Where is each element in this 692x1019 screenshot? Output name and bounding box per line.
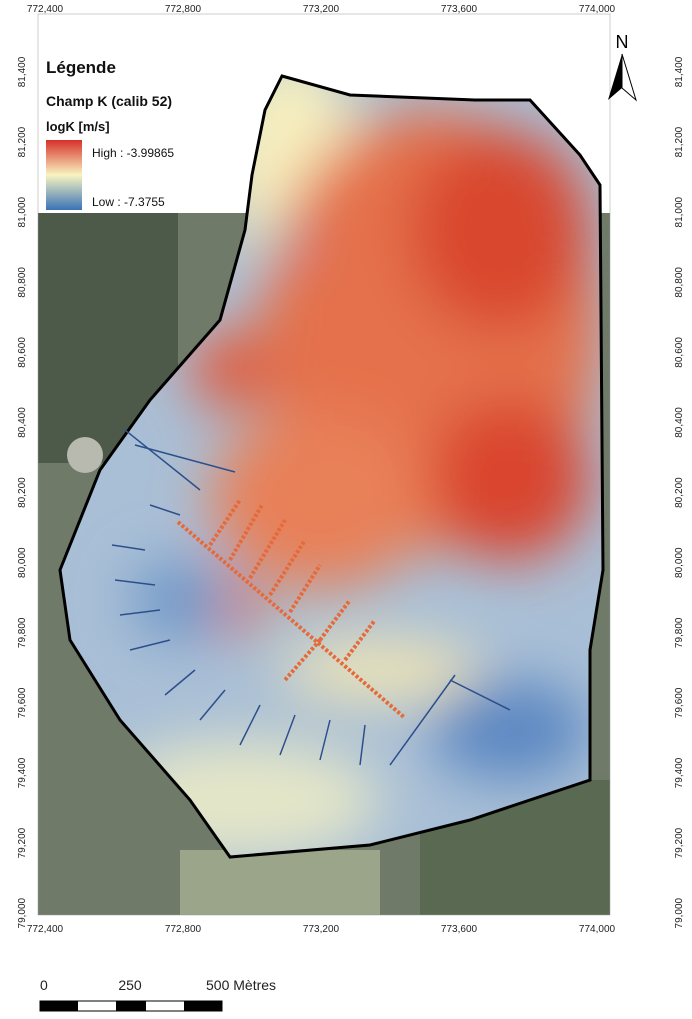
page: 772,400 772,400 772,800 772,800 773,200 773,2… <box>0 0 692 1019</box>
y-tick-label: 79,600 <box>674 687 685 718</box>
y-tick-label: 80,400 <box>674 407 685 438</box>
x-tick-label: 773,600 <box>441 924 478 935</box>
y-tick-label: 79,400 <box>17 757 28 788</box>
x-tick-label: 772,800 <box>165 4 202 15</box>
north-arrow-right <box>622 54 636 100</box>
x-tick-label: 772,400 <box>27 924 64 935</box>
scale-label: 250 <box>118 977 142 993</box>
y-tick-label: 80,200 <box>674 477 685 508</box>
legend-title: Légende <box>46 58 116 77</box>
legend-low: Low : -7.3755 <box>92 195 165 209</box>
y-tick-label: 80,000 <box>674 547 685 578</box>
y-tick-label: 80,600 <box>17 337 28 368</box>
y-tick-label: 80,000 <box>17 547 28 578</box>
y-tick-label: 80,800 <box>17 267 28 298</box>
x-tick-label: 773,600 <box>441 4 478 15</box>
y-tick-label: 79,800 <box>17 617 28 648</box>
y-tick-label: 81,400 <box>674 56 685 87</box>
y-tick-label: 81,200 <box>17 126 28 157</box>
legend-field: logK [m/s] <box>46 119 110 134</box>
x-tick-label: 774,000 <box>579 4 616 15</box>
y-tick-label: 79,000 <box>674 897 685 928</box>
scale-label: 0 <box>40 977 48 993</box>
y-tick-label: 79,800 <box>674 617 685 648</box>
legend-layer: Champ K (calib 52) <box>46 93 172 109</box>
y-tick-label: 80,800 <box>674 267 685 298</box>
y-tick-label: 79,200 <box>674 827 685 858</box>
y-tick-label: 80,200 <box>17 477 28 508</box>
y-tick-label: 81,000 <box>674 196 685 227</box>
y-tick-label: 81,200 <box>674 126 685 157</box>
x-tick-label: 772,400 <box>27 4 64 15</box>
scale-label: 500 Mètres <box>206 977 276 993</box>
x-tick-label: 774,000 <box>579 924 616 935</box>
y-tick-label: 81,400 <box>17 56 28 87</box>
legend-ramp <box>46 140 82 210</box>
y-tick-label: 79,200 <box>17 827 28 858</box>
y-tick-label: 80,600 <box>674 337 685 368</box>
north-label: N <box>616 32 629 52</box>
legend-high: High : -3.99865 <box>92 146 174 160</box>
y-tick-label: 81,000 <box>17 196 28 227</box>
map: 772,400 772,400 772,800 772,800 773,200 773,2… <box>0 0 692 1019</box>
y-tick-label: 80,400 <box>17 407 28 438</box>
x-tick-label: 773,200 <box>303 924 340 935</box>
y-tick-label: 79,000 <box>17 897 28 928</box>
scale-bar <box>40 1001 222 1011</box>
y-tick-label: 79,400 <box>674 757 685 788</box>
x-tick-label: 772,800 <box>165 924 202 935</box>
x-tick-label: 773,200 <box>303 4 340 15</box>
y-tick-label: 79,600 <box>17 687 28 718</box>
